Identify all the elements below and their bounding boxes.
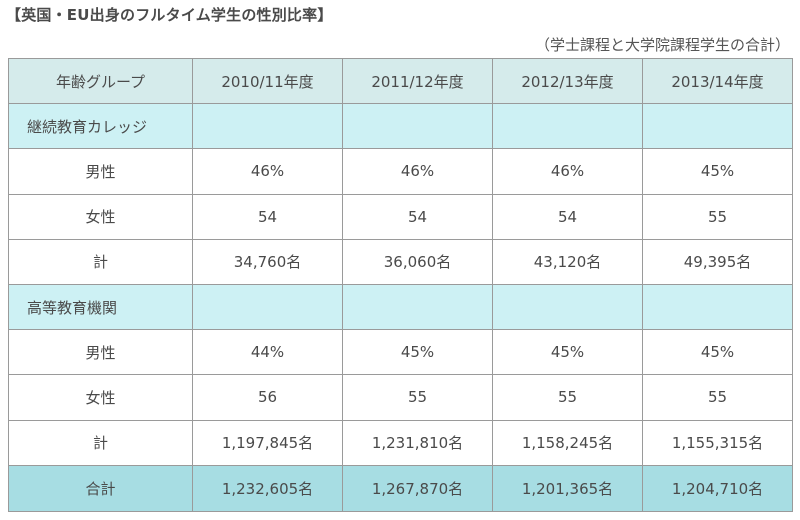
table-cell: 1,197,845名: [192, 419, 343, 466]
table-cell: 54: [192, 193, 343, 240]
total-label: 合計: [8, 464, 193, 513]
table-cell: 45%: [642, 148, 793, 195]
header-year-2012-13: 2012/13年度: [492, 57, 643, 105]
table-cell: 1,155,315名: [642, 419, 793, 466]
table-cell: 55: [642, 193, 793, 240]
table-cell: 55: [342, 374, 493, 421]
total-cell: 1,267,870名: [342, 464, 493, 513]
table-cell: 1,158,245名: [492, 419, 643, 466]
header-year-2011-12: 2011/12年度: [342, 57, 493, 105]
row-label: 男性: [8, 148, 193, 195]
page-title: 【英国・EU出身のフルタイム学生の性別比率】: [6, 6, 333, 24]
section-empty-cell: [642, 283, 793, 331]
table-cell: 46%: [192, 148, 343, 195]
table-cell: 45%: [642, 329, 793, 376]
row-label: 女性: [8, 374, 193, 421]
table-cell: 54: [342, 193, 493, 240]
table-cell: 46%: [342, 148, 493, 195]
table-header-row: 年齢グループ 2010/11年度 2011/12年度 2012/13年度 201…: [8, 57, 793, 105]
row-label: 女性: [8, 193, 193, 240]
section-empty-cell: [342, 103, 493, 150]
table-cell: 44%: [192, 329, 343, 376]
section-empty-cell: [192, 103, 343, 150]
section-empty-cell: [192, 283, 343, 331]
table-row: 計 1,197,845名 1,231,810名 1,158,245名 1,155…: [8, 419, 793, 466]
section-empty-cell: [342, 283, 493, 331]
header-year-2013-14: 2013/14年度: [642, 57, 793, 105]
section-row-further-education: 継続教育カレッジ: [8, 103, 793, 150]
table-row: 女性 54 54 54 55: [8, 193, 793, 240]
table-cell: 46%: [492, 148, 643, 195]
section-row-higher-education: 高等教育機関: [8, 283, 793, 331]
total-cell: 1,204,710名: [642, 464, 793, 513]
table-cell: 55: [492, 374, 643, 421]
row-label: 計: [8, 238, 193, 285]
table-cell: 49,395名: [642, 238, 793, 285]
table-row: 計 34,760名 36,060名 43,120名 49,395名: [8, 238, 793, 285]
section-empty-cell: [492, 103, 643, 150]
row-label: 男性: [8, 329, 193, 376]
row-label: 計: [8, 419, 193, 466]
header-age-group: 年齢グループ: [8, 57, 193, 105]
section-empty-cell: [642, 103, 793, 150]
table-cell: 45%: [492, 329, 643, 376]
table-cell: 1,231,810名: [342, 419, 493, 466]
table-cell: 43,120名: [492, 238, 643, 285]
table-row: 男性 46% 46% 46% 45%: [8, 148, 793, 195]
table-row: 女性 56 55 55 55: [8, 374, 793, 421]
table-cell: 34,760名: [192, 238, 343, 285]
total-cell: 1,232,605名: [192, 464, 343, 513]
section-empty-cell: [492, 283, 643, 331]
gender-ratio-table: 年齢グループ 2010/11年度 2011/12年度 2012/13年度 201…: [8, 57, 793, 513]
table-cell: 54: [492, 193, 643, 240]
header-year-2010-11: 2010/11年度: [192, 57, 343, 105]
total-row: 合計 1,232,605名 1,267,870名 1,201,365名 1,20…: [8, 464, 793, 513]
table-cell: 56: [192, 374, 343, 421]
table-cell: 55: [642, 374, 793, 421]
table-cell: 36,060名: [342, 238, 493, 285]
total-cell: 1,201,365名: [492, 464, 643, 513]
table-subtitle: （学士課程と大学院課程学生の合計）: [534, 36, 790, 54]
section-label: 継続教育カレッジ: [8, 103, 193, 150]
table-cell: 45%: [342, 329, 493, 376]
table-row: 男性 44% 45% 45% 45%: [8, 329, 793, 376]
section-label: 高等教育機関: [8, 283, 193, 331]
